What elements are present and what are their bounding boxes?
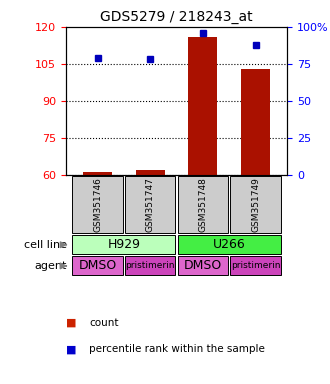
Text: cell line: cell line: [24, 240, 67, 250]
Bar: [178, 176, 228, 233]
Bar: [230, 257, 281, 275]
Text: pristimerin: pristimerin: [231, 262, 280, 270]
Bar: [178, 257, 228, 275]
Bar: [230, 176, 281, 233]
Bar: [136, 170, 165, 175]
Bar: [72, 176, 123, 233]
Bar: [125, 257, 176, 275]
Text: GSM351747: GSM351747: [146, 177, 155, 232]
Text: ■: ■: [66, 344, 77, 354]
Bar: [125, 176, 176, 233]
Text: percentile rank within the sample: percentile rank within the sample: [89, 344, 265, 354]
Text: U266: U266: [213, 238, 246, 251]
Text: GSM351748: GSM351748: [198, 177, 207, 232]
Text: agent: agent: [35, 261, 67, 271]
Text: count: count: [89, 318, 118, 328]
Bar: [241, 69, 270, 175]
Bar: [72, 257, 123, 275]
Text: DMSO: DMSO: [184, 260, 222, 272]
Bar: [178, 235, 281, 254]
Bar: [72, 235, 176, 254]
Text: H929: H929: [107, 238, 140, 251]
Text: GSM351746: GSM351746: [93, 177, 102, 232]
Text: DMSO: DMSO: [79, 260, 117, 272]
Text: GSM351749: GSM351749: [251, 177, 260, 232]
Bar: [188, 37, 217, 175]
Bar: [83, 172, 112, 175]
Text: pristimerin: pristimerin: [125, 262, 175, 270]
Title: GDS5279 / 218243_at: GDS5279 / 218243_at: [100, 10, 253, 25]
Text: ■: ■: [66, 318, 77, 328]
